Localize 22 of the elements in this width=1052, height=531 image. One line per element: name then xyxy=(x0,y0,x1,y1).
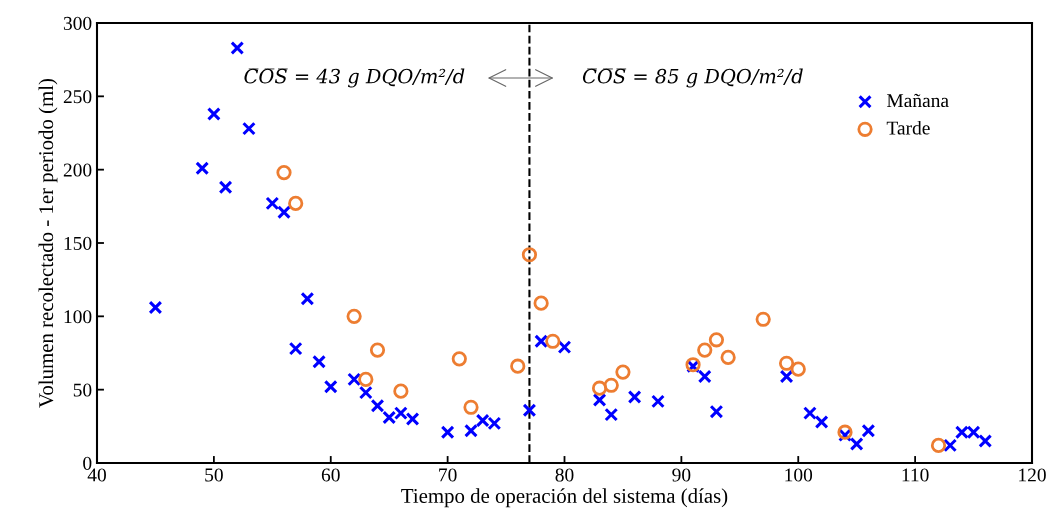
y-tick-label: 50 xyxy=(73,383,92,397)
y-axis-title: Volumen recolectado - 1er periodo (ml) xyxy=(38,78,58,408)
legend-label: Tarde xyxy=(886,120,930,135)
x-tick-label: 120 xyxy=(1019,468,1046,482)
y-tick-label: 200 xyxy=(63,163,92,177)
x-tick-label: 110 xyxy=(902,468,929,482)
legend-label: Mañana xyxy=(886,93,949,108)
annotation: C̅O̅S̅ = 85 g DQO/m²/d xyxy=(582,68,803,88)
y-tick-label: 150 xyxy=(64,236,92,250)
y-tick-label: 250 xyxy=(63,90,92,104)
x-tick-label: 70 xyxy=(439,468,457,482)
x-tick-label: 60 xyxy=(321,468,340,482)
y-tick-label: 100 xyxy=(64,310,92,324)
x-tick-label: 50 xyxy=(205,468,223,482)
x-tick-label: 80 xyxy=(555,468,574,482)
x-tick-label: 90 xyxy=(672,468,691,482)
x-axis-title: Tiempo de operación del sistema (días) xyxy=(401,488,728,508)
x-tick-label: 40 xyxy=(87,468,106,482)
x-tick-label: 100 xyxy=(785,468,813,482)
annotation: C̅O̅S̅ = 43 g DQO/m²/d xyxy=(244,68,465,88)
y-tick-label: 0 xyxy=(83,456,92,470)
y-tick-label: 300 xyxy=(63,16,92,30)
